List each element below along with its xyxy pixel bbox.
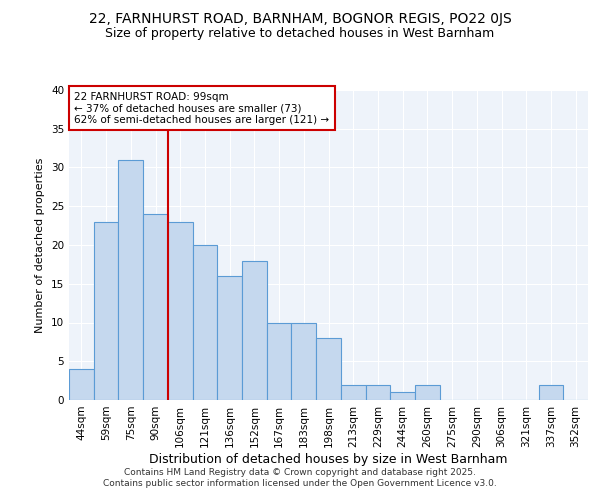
Bar (267, 322, 292, 400)
Bar (193, 245, 217, 400)
Bar (390, 392, 415, 400)
Bar (242, 260, 267, 400)
Text: 22, FARNHURST ROAD, BARNHAM, BOGNOR REGIS, PO22 0JS: 22, FARNHURST ROAD, BARNHAM, BOGNOR REGI… (89, 12, 511, 26)
Text: Size of property relative to detached houses in West Barnham: Size of property relative to detached ho… (106, 28, 494, 40)
Bar (94, 222, 118, 400)
Y-axis label: Number of detached properties: Number of detached properties (35, 158, 46, 332)
X-axis label: Distribution of detached houses by size in West Barnham: Distribution of detached houses by size … (149, 452, 508, 466)
Bar (168, 222, 193, 400)
Bar (415, 384, 440, 400)
Bar (316, 338, 341, 400)
Bar (292, 322, 316, 400)
Bar (143, 214, 168, 400)
Text: Contains HM Land Registry data © Crown copyright and database right 2025.
Contai: Contains HM Land Registry data © Crown c… (103, 468, 497, 487)
Bar (118, 160, 143, 400)
Bar (341, 384, 365, 400)
Text: 22 FARNHURST ROAD: 99sqm
← 37% of detached houses are smaller (73)
62% of semi-d: 22 FARNHURST ROAD: 99sqm ← 37% of detach… (74, 92, 329, 124)
Bar (365, 384, 390, 400)
Bar (217, 276, 242, 400)
Bar (539, 384, 563, 400)
Bar (69, 369, 94, 400)
